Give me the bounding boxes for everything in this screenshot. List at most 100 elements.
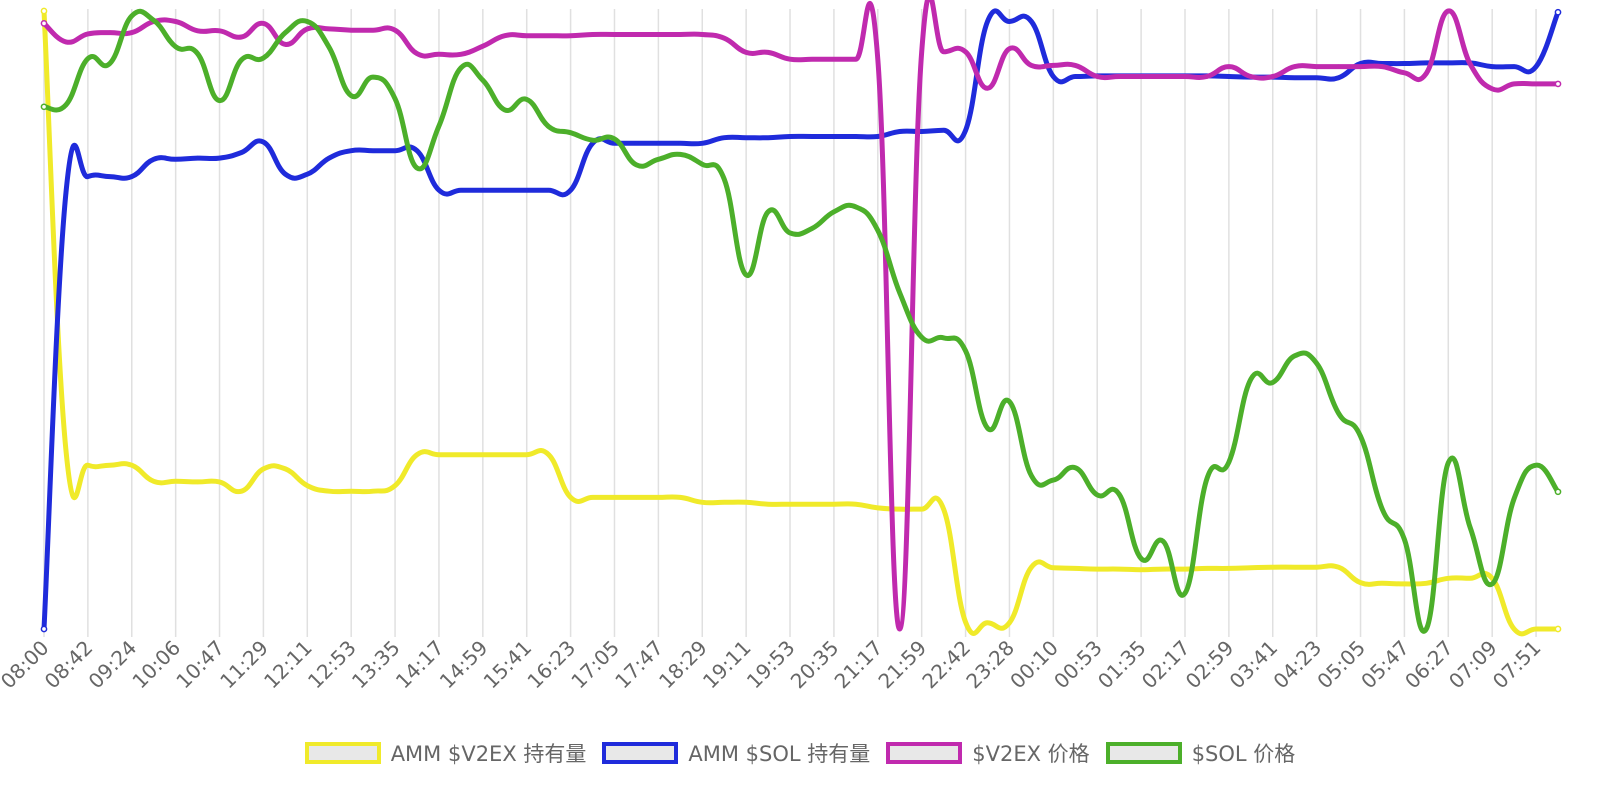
series-2-point[interactable]	[40, 20, 48, 27]
series-1-point[interactable]	[458, 188, 464, 193]
series-1-point[interactable]	[1424, 60, 1429, 66]
series-2-point[interactable]	[370, 27, 376, 33]
series-2-point[interactable]	[173, 19, 178, 24]
series-0-point[interactable]	[656, 495, 661, 500]
series-3-point[interactable]	[1182, 590, 1188, 596]
series-2-point[interactable]	[656, 32, 661, 37]
series-0-point[interactable]	[458, 452, 464, 457]
series-1-point[interactable]	[1051, 74, 1056, 79]
series-3-point[interactable]	[327, 45, 332, 50]
series-2-point[interactable]	[1204, 74, 1210, 79]
series-3-point[interactable]	[1424, 626, 1429, 632]
series-3-point[interactable]	[612, 136, 617, 142]
series-0-point[interactable]	[875, 505, 880, 511]
series-3-point[interactable]	[283, 30, 288, 35]
series-2-point[interactable]	[1138, 74, 1144, 79]
series-1-point[interactable]	[1314, 75, 1319, 80]
series-3-point[interactable]	[107, 61, 113, 66]
series-0-point[interactable]	[151, 479, 156, 484]
series-0-point[interactable]	[327, 488, 332, 494]
series-3-point[interactable]	[568, 130, 573, 135]
series-3-point[interactable]	[392, 96, 398, 101]
series-2-point[interactable]	[63, 39, 69, 45]
series-3-point[interactable]	[1292, 353, 1297, 359]
series-3-point[interactable]	[1533, 463, 1539, 468]
series-1-point[interactable]	[722, 135, 727, 140]
series-2-point[interactable]	[1292, 64, 1297, 69]
series-2-point[interactable]	[480, 44, 486, 49]
series-0-point[interactable]	[634, 495, 639, 500]
series-3-point[interactable]	[1204, 476, 1210, 482]
series-2-point[interactable]	[1160, 74, 1166, 79]
series-2-point[interactable]	[963, 49, 968, 54]
series-2-point[interactable]	[305, 26, 310, 32]
series-3-point[interactable]	[1468, 525, 1473, 530]
series-0-point[interactable]	[436, 452, 442, 457]
series-1-point[interactable]	[634, 141, 639, 146]
series-3-point[interactable]	[348, 93, 354, 98]
series-0-point[interactable]	[568, 495, 573, 500]
series-3-point[interactable]	[1402, 537, 1407, 542]
series-1-point[interactable]	[195, 155, 200, 161]
series-2-point[interactable]	[941, 49, 946, 54]
series-1-point[interactable]	[524, 188, 529, 193]
series-0-point[interactable]	[1182, 566, 1188, 572]
series-2-point[interactable]	[458, 52, 464, 57]
series-1-point[interactable]	[1533, 64, 1539, 69]
series-1-point[interactable]	[1292, 75, 1297, 80]
series-0-point[interactable]	[743, 500, 749, 505]
series-0-point[interactable]	[1336, 565, 1341, 570]
series-2-point[interactable]	[261, 21, 266, 26]
series-0-point[interactable]	[700, 500, 705, 505]
series-0-point[interactable]	[985, 620, 990, 626]
series-0-point[interactable]	[195, 479, 200, 485]
series-3-point[interactable]	[919, 335, 924, 340]
series-1-point[interactable]	[1226, 74, 1232, 79]
series-1-point[interactable]	[787, 134, 793, 139]
series-1-point[interactable]	[1402, 61, 1407, 66]
series-3-point[interactable]	[436, 123, 442, 129]
series-0-point[interactable]	[40, 7, 48, 15]
series-2-point[interactable]	[1336, 64, 1341, 69]
series-1-point[interactable]	[480, 188, 486, 193]
series-1-point[interactable]	[568, 188, 573, 193]
series-2-point[interactable]	[897, 626, 902, 632]
series-3-point[interactable]	[85, 56, 91, 61]
series-1-point[interactable]	[107, 174, 113, 179]
series-2-point[interactable]	[700, 32, 705, 37]
series-0-point[interactable]	[217, 479, 222, 485]
series-3-point[interactable]	[458, 65, 464, 71]
series-3-point[interactable]	[634, 162, 639, 168]
series-0-point[interactable]	[1380, 581, 1385, 586]
series-0-point[interactable]	[305, 483, 310, 488]
series-2-point[interactable]	[327, 26, 332, 32]
series-3-point[interactable]	[963, 348, 968, 354]
series-0-point[interactable]	[370, 488, 376, 494]
series-3-point[interactable]	[809, 226, 815, 231]
series-2-point[interactable]	[1511, 81, 1517, 87]
series-3-point[interactable]	[722, 176, 727, 182]
series-1-point[interactable]	[963, 128, 968, 133]
series-1-point[interactable]	[392, 148, 398, 153]
series-0-point[interactable]	[348, 488, 354, 494]
series-2-point[interactable]	[1314, 64, 1319, 69]
series-1-point[interactable]	[546, 188, 551, 193]
series-0-point[interactable]	[612, 495, 617, 500]
series-1-point[interactable]	[348, 148, 354, 153]
series-0-point[interactable]	[1292, 565, 1297, 570]
series-3-point[interactable]	[217, 98, 222, 103]
series-3-point[interactable]	[1554, 488, 1562, 496]
series-2-point[interactable]	[1029, 63, 1034, 68]
series-2-point[interactable]	[1468, 61, 1473, 67]
series-0-point[interactable]	[524, 452, 529, 457]
series-2-point[interactable]	[436, 52, 442, 57]
series-2-point[interactable]	[392, 27, 398, 33]
series-3-point[interactable]	[1248, 377, 1254, 382]
series-3-point[interactable]	[63, 102, 69, 108]
series-2-point[interactable]	[1051, 63, 1056, 68]
series-3-point[interactable]	[656, 157, 661, 162]
series-1-point[interactable]	[853, 134, 859, 139]
series-1-point[interactable]	[40, 625, 48, 633]
series-2-point[interactable]	[722, 35, 727, 41]
series-0-point[interactable]	[831, 501, 837, 507]
